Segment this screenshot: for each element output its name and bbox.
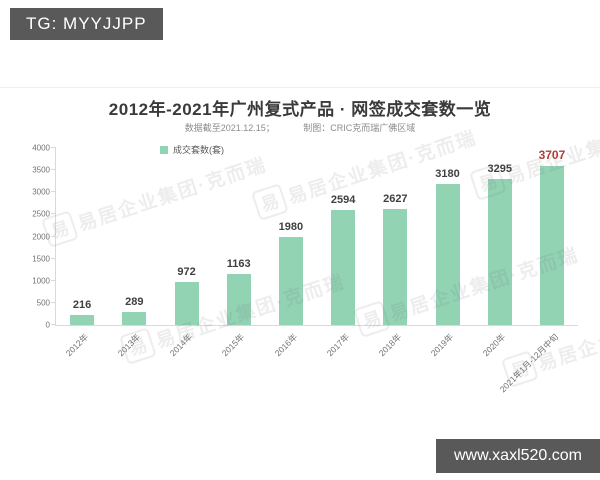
y-axis-tick-label: 3500 [32,165,50,175]
website-watermark-badge: www.xaxl520.com [435,439,600,473]
x-axis-tick-label: 2013年 [115,331,143,359]
bar [70,315,95,325]
y-axis-tick-label: 1500 [32,254,50,264]
x-axis-tick-label: 2019年 [428,331,456,359]
y-axis-tick-label: 2000 [32,232,50,241]
y-axis-tick-mark [51,257,56,259]
bar-group: 2594 2017年 [317,148,369,358]
y-axis-tick-mark [51,235,56,237]
bar-group: 972 2014年 [160,148,212,358]
bar-value-label: 216 [72,299,92,311]
x-axis-tick-label: 2020年 [481,331,508,359]
telegram-watermark-badge: TG: MYYJJPP [10,8,163,40]
x-axis-tick-label: 2017年 [324,331,351,359]
y-axis-tick-label: 0 [45,320,50,330]
y-axis: 0 500 1000 1500 2000 2500 3000 3500 4000 [8,144,50,330]
bar [331,210,356,325]
y-axis-tick-mark [51,324,56,325]
y-axis-tick-label: 4000 [32,143,50,153]
bar [539,166,564,325]
bar-group: 3707 2021年1月-12月中旬 [497,148,578,394]
legend-label: 成交套数(套) [173,145,224,155]
credit-note: 制图：CRIC克而瑞广佛区域 [303,123,416,133]
bar-group: 1163 2015年 [213,148,265,358]
legend-swatch [160,145,168,154]
y-axis-tick-label: 500 [36,298,50,308]
bar-value-label: 1980 [278,221,304,233]
x-axis-tick-label: 2015年 [220,331,247,359]
y-axis-tick-label: 1000 [32,276,50,286]
bar-value-label: 2627 [383,193,408,205]
plot-area: 216 2012年 289 2013年 972 2014年 1163 2015年 1980 201… [51,147,578,394]
bar-value-label: 289 [125,296,144,308]
y-axis-tick-mark [51,279,56,281]
y-axis-tick-mark [51,169,56,171]
y-axis-tick-mark [51,301,56,303]
data-as-of-note: 数据截至2021.12.15； [184,123,275,133]
bar [383,209,408,325]
chart-card: 易易居企业集团·克而瑞易易居企业集团·克而瑞易易居企业集团·克而瑞易易居企业集团… [0,88,600,480]
bar-value-label: 2594 [330,194,356,206]
bar-value-label: 972 [177,266,196,278]
divider [0,87,600,88]
y-axis-tick-mark [51,147,56,148]
bar-group: 216 2012年 [56,148,108,358]
bar [122,312,147,325]
legend: 成交套数(套) [160,143,224,156]
bar-value-label: 3707 [538,148,566,162]
bar [278,237,303,325]
x-axis-tick-label: 2012年 [63,331,90,359]
x-axis-tick-label: 2016年 [272,331,299,359]
x-axis-tick-label: 2014年 [167,331,195,359]
bar-value-label: 3295 [487,163,512,175]
bar-group: 3295 2020年 [474,148,526,358]
chart-subtitle: 数据截至2021.12.15； 制图：CRIC克而瑞广佛区域 [0,121,600,134]
y-axis-tick-label: 3000 [32,187,50,197]
bar-group: 3180 2019年 [421,148,473,358]
y-axis-tick-mark [51,213,56,215]
bar [174,282,199,325]
bar [435,184,460,325]
y-axis-tick-mark [51,191,56,193]
bar-group: 2627 2018年 [369,148,421,358]
bar-value-label: 3180 [435,168,460,180]
bar-value-label: 1163 [226,258,251,270]
bar [226,274,251,325]
bar-group: 1980 2016年 [265,148,317,358]
bar [487,179,512,325]
y-axis-tick-label: 2500 [32,209,50,219]
x-axis-tick-label: 2018年 [376,331,404,359]
chart-title: 2012年-2021年广州复式产品 · 网签成交套数一览 [108,100,492,119]
bar-group: 289 2013年 [108,148,160,358]
